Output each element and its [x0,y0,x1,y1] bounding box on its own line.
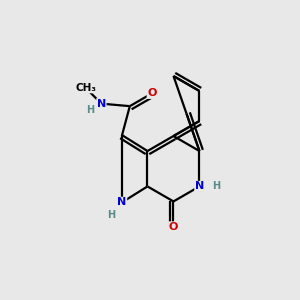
Text: N: N [195,182,204,191]
Text: H: H [107,210,116,220]
Text: CH₃: CH₃ [75,83,96,93]
Text: H: H [212,182,220,191]
Text: N: N [117,197,127,207]
Text: H: H [86,105,94,116]
Text: O: O [147,88,157,98]
Text: N: N [97,99,106,109]
Text: O: O [169,222,178,232]
